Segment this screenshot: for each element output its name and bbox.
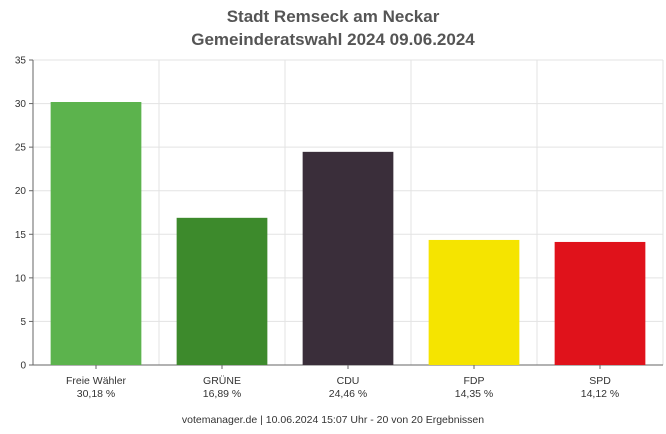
bar-value-label: 30,18 % xyxy=(77,388,116,400)
bar-value-label: 16,89 % xyxy=(203,388,242,400)
chart-subtitle: Gemeinderatswahl 2024 09.06.2024 xyxy=(191,30,475,49)
x-tick-label: FDP xyxy=(464,375,485,387)
x-tick-label: Freie Wähler xyxy=(66,375,127,387)
x-tick-label: SPD xyxy=(589,375,611,387)
y-tick-label: 0 xyxy=(20,361,26,372)
bar-value-label: 14,12 % xyxy=(581,388,620,400)
bar xyxy=(50,102,142,365)
bar xyxy=(302,151,394,365)
chart-footer: votemanager.de | 10.06.2024 15:07 Uhr - … xyxy=(181,414,485,426)
y-tick-label: 5 xyxy=(20,317,26,328)
bar-value-label: 14,35 % xyxy=(455,388,494,400)
chart-title: Stadt Remseck am Neckar xyxy=(226,7,440,26)
y-tick-label: 20 xyxy=(15,186,27,197)
y-tick-label: 30 xyxy=(15,99,27,110)
bar xyxy=(428,239,520,365)
y-tick-label: 35 xyxy=(15,56,27,67)
y-tick-label: 25 xyxy=(15,143,27,154)
y-tick-label: 15 xyxy=(15,230,27,241)
bars xyxy=(50,102,646,365)
x-tick-label: CDU xyxy=(337,375,360,387)
bar-value-label: 24,46 % xyxy=(329,388,368,400)
bar xyxy=(176,217,268,365)
bar xyxy=(554,241,646,365)
y-tick-label: 10 xyxy=(15,273,27,284)
x-tick-label: GRÜNE xyxy=(203,375,241,387)
